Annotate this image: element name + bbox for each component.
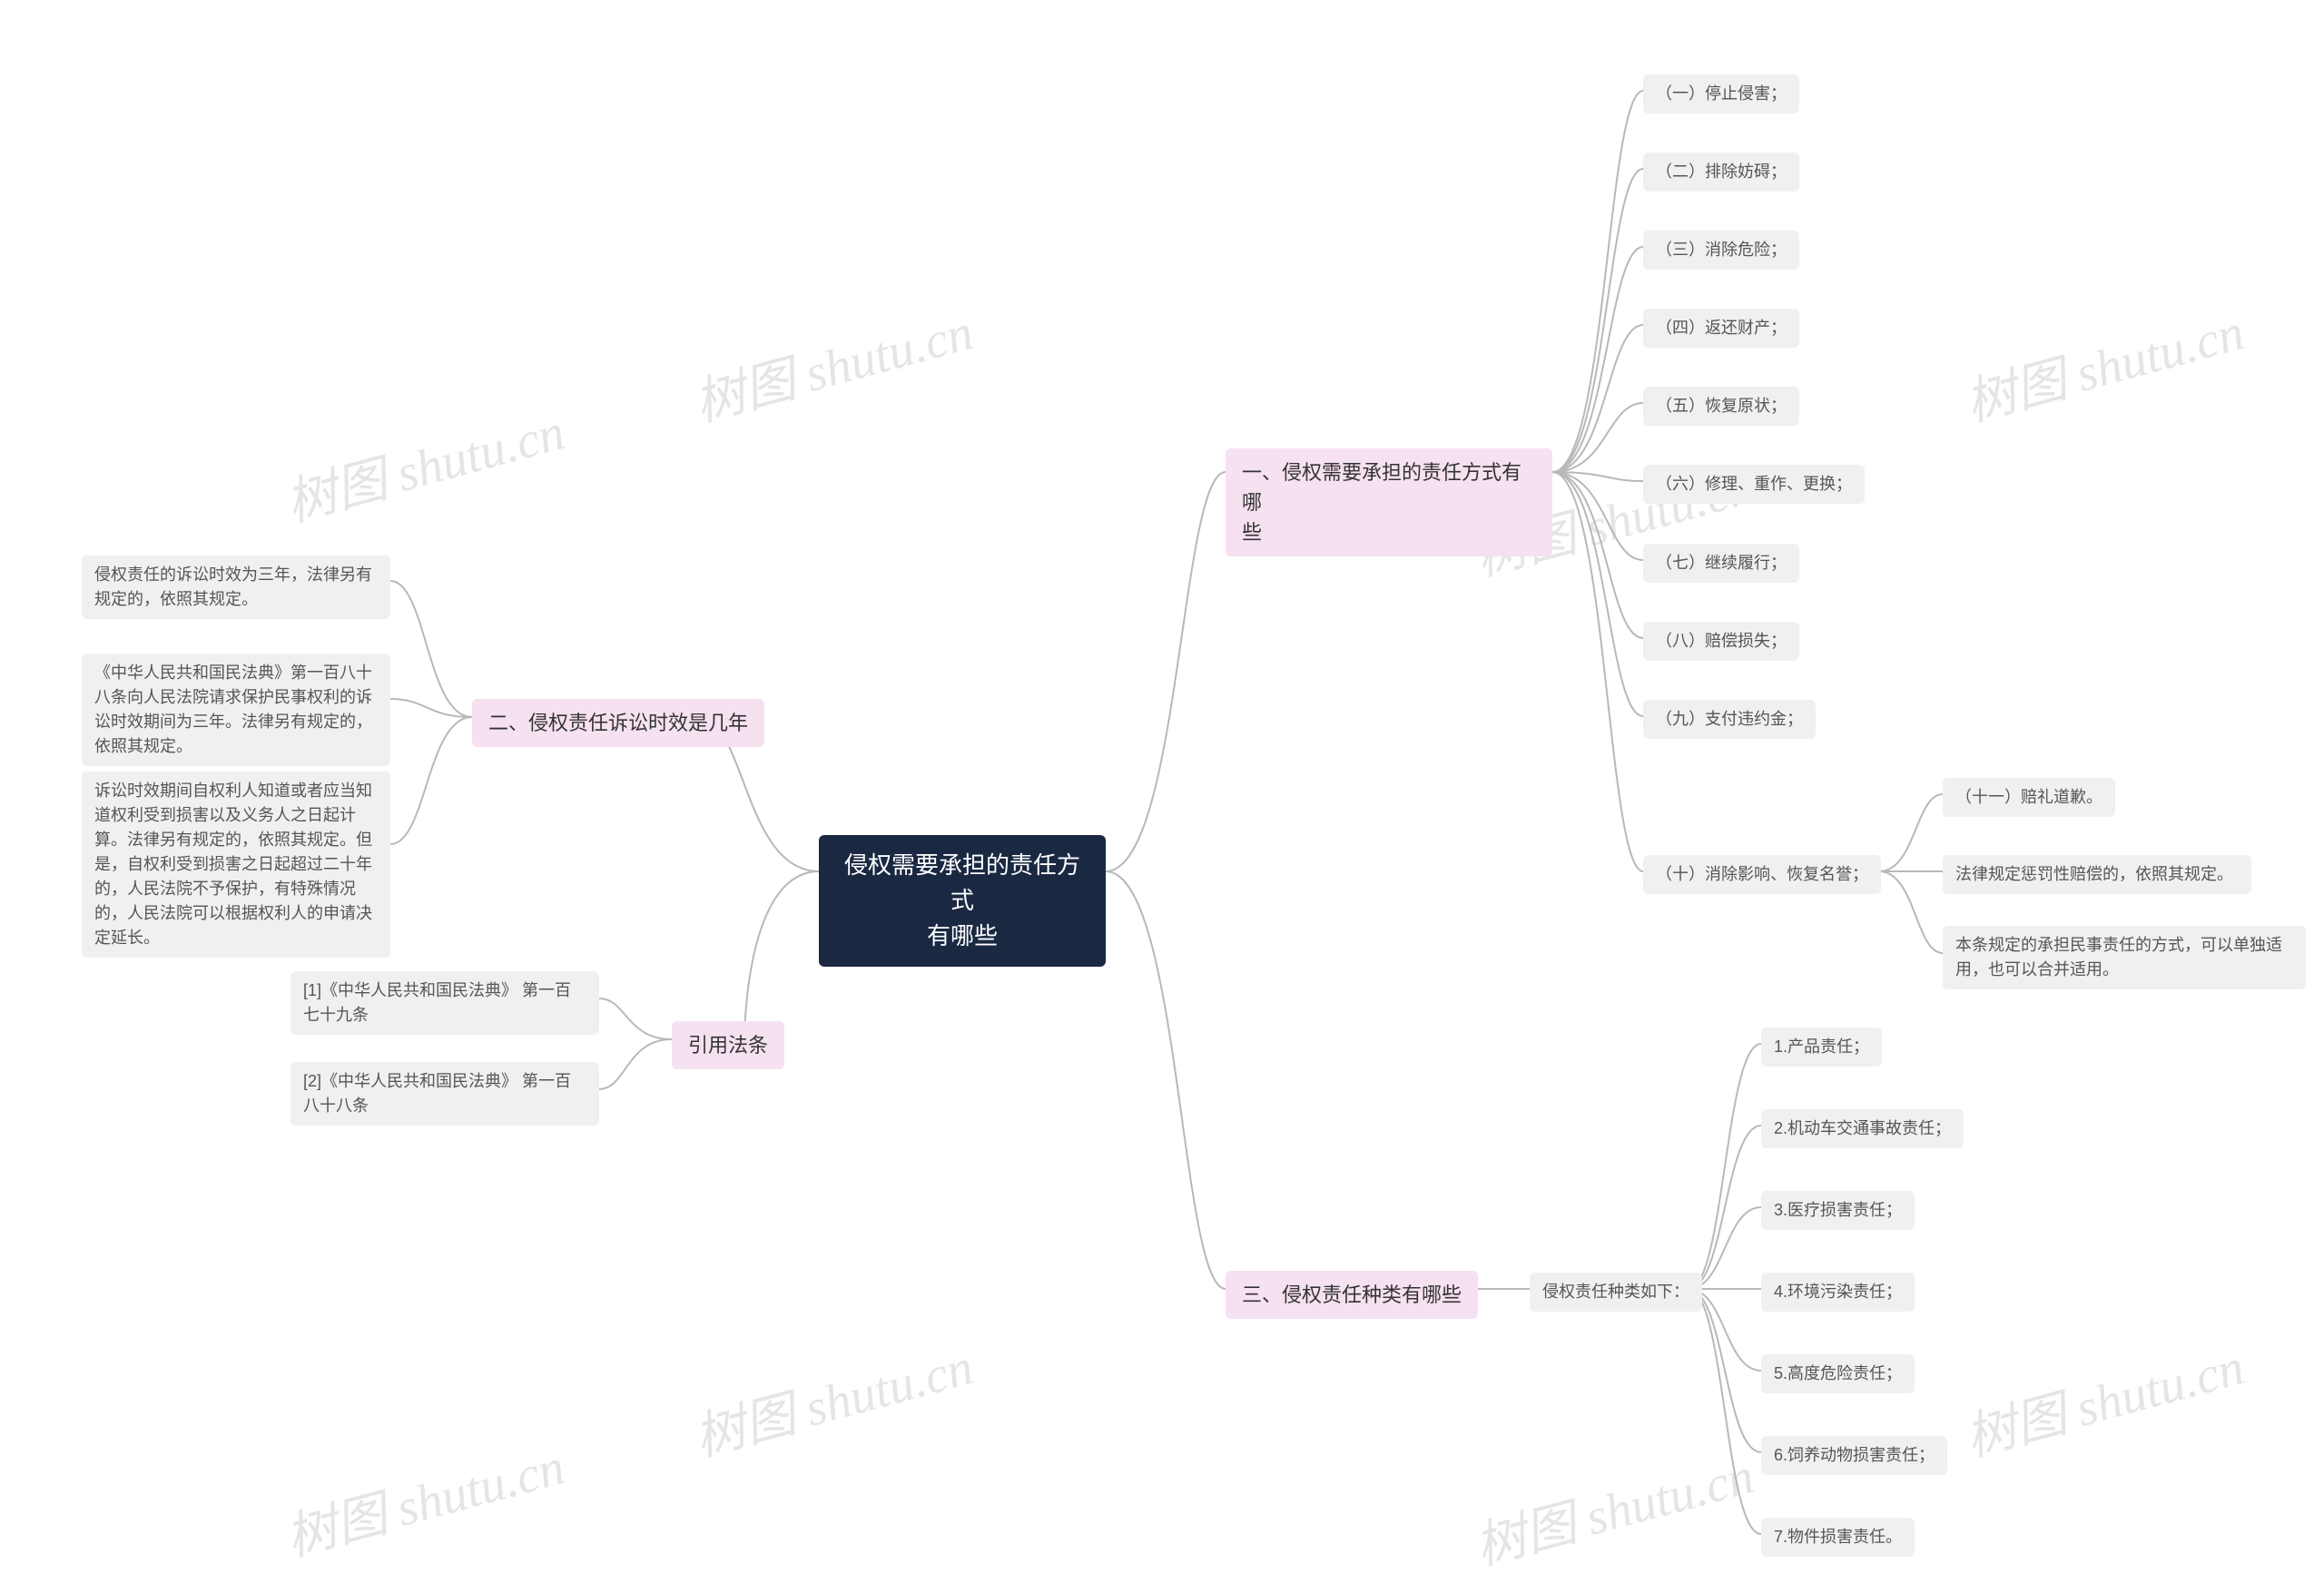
section3-item: 4.环境污染责任； [1761, 1273, 1915, 1312]
section1-ten-sub: 法律规定惩罚性赔偿的，依照其规定。 [1943, 855, 2251, 894]
center-line1: 侵权需要承担的责任方式 [844, 851, 1080, 914]
section2-title: 二、侵权责任诉讼时效是几年 [472, 699, 764, 747]
watermark: 树图 shutu.cn [685, 291, 980, 437]
center-node: 侵权需要承担的责任方式有哪些 [819, 835, 1106, 967]
section1-title-l2: 些 [1242, 521, 1262, 544]
section1-item: （二）排除妨碍； [1643, 152, 1799, 192]
section1-item: （六）修理、重作、更换； [1643, 465, 1865, 504]
section1-ten-sub: （十一）赔礼道歉。 [1943, 778, 2115, 817]
section3-title: 三、侵权责任种类有哪些 [1226, 1271, 1478, 1319]
section2-item: 侵权责任的诉讼时效为三年，法律另有规定的，依照其规定。 [82, 556, 390, 619]
section1-ten: （十）消除影响、恢复名誉； [1643, 855, 1881, 894]
section3-item: 5.高度危险责任； [1761, 1354, 1915, 1393]
watermark: 树图 shutu.cn [277, 1426, 571, 1571]
section3-item: 3.医疗损害责任； [1761, 1191, 1915, 1230]
section3-item: 6.饲养动物损害责任； [1761, 1436, 1947, 1475]
section2-item: 《中华人民共和国民法典》第一百八十八条向人民法院请求保护民事权利的诉讼时效期间为… [82, 654, 390, 766]
section3-item: 1.产品责任； [1761, 1027, 1882, 1067]
center-line2: 有哪些 [927, 922, 998, 949]
section1-title-l1: 一、侵权需要承担的责任方式有哪 [1242, 461, 1521, 514]
section2-item: 诉讼时效期间自权利人知道或者应当知道权利受到损害以及义务人之日起计算。法律另有规… [82, 772, 390, 958]
cite-item: [1]《中华人民共和国民法典》 第一百七十九条 [290, 971, 599, 1035]
watermark: 树图 shutu.cn [685, 1326, 980, 1471]
watermark: 树图 shutu.cn [277, 391, 571, 536]
section1-item: （四）返还财产； [1643, 309, 1799, 348]
section1-item: （八）赔偿损失； [1643, 622, 1799, 661]
section3-item: 2.机动车交通事故责任； [1761, 1109, 1964, 1148]
section1-item: （五）恢复原状； [1643, 387, 1799, 426]
cite-title: 引用法条 [672, 1021, 784, 1069]
section3-mid: 侵权责任种类如下： [1530, 1273, 1702, 1312]
cite-item: [2]《中华人民共和国民法典》 第一百八十八条 [290, 1062, 599, 1126]
watermark: 树图 shutu.cn [1956, 1326, 2250, 1471]
section3-item: 7.物件损害责任。 [1761, 1518, 1915, 1557]
watermark: 树图 shutu.cn [1956, 291, 2250, 437]
section1-item: （七）继续履行； [1643, 544, 1799, 583]
section1-item: （一）停止侵害； [1643, 74, 1799, 113]
section1-item: （九）支付违约金； [1643, 700, 1816, 739]
section1-item: （三）消除危险； [1643, 231, 1799, 270]
section1-title: 一、侵权需要承担的责任方式有哪些 [1226, 448, 1552, 556]
section1-ten-sub: 本条规定的承担民事责任的方式，可以单独适用，也可以合并适用。 [1943, 926, 2306, 989]
watermark: 树图 shutu.cn [1466, 1435, 1760, 1580]
